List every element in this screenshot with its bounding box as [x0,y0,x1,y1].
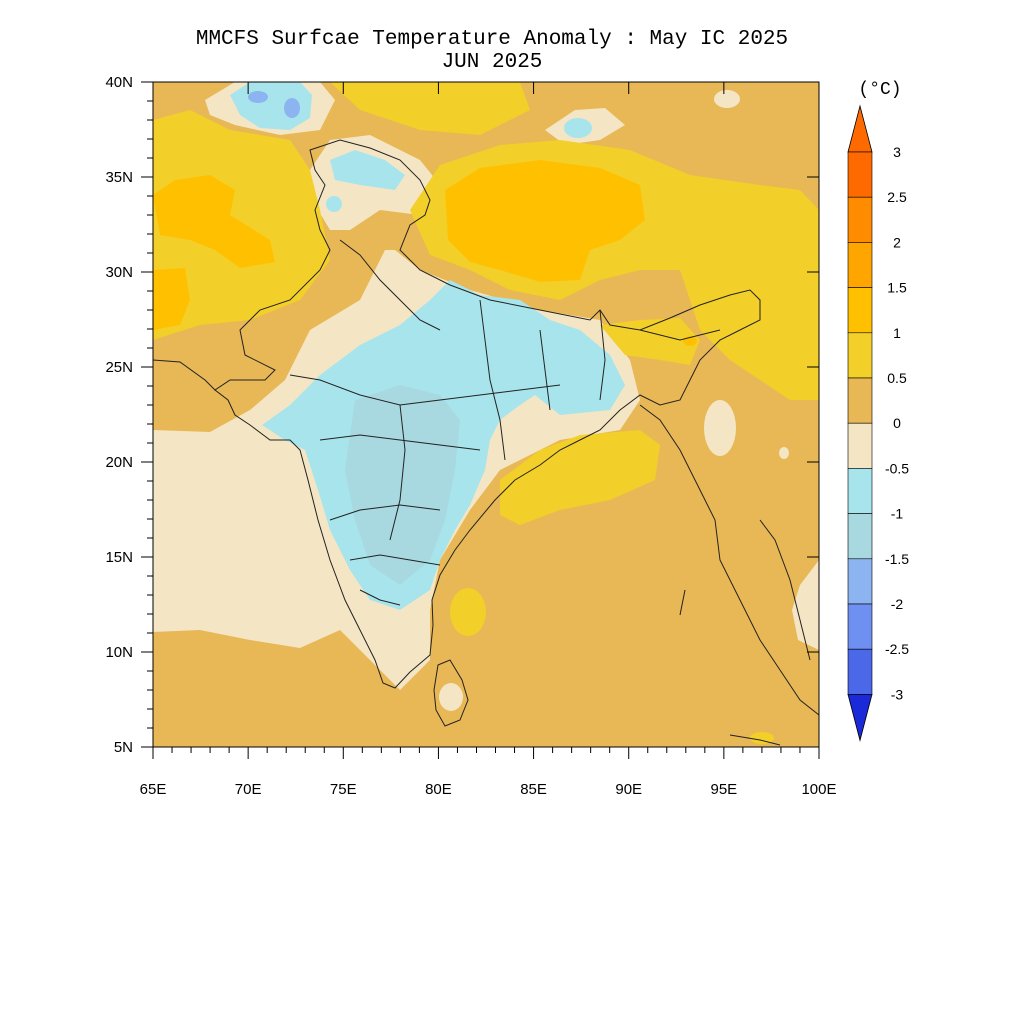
colorbar-swatch [847,377,873,424]
india-state-line [479,299,506,461]
lat-tick-label: 25N [105,359,133,376]
latitude-axis: 40N 35N 30N 25N 20N 15N 10N 5N [105,74,819,756]
anomaly-blob [284,98,300,118]
thailand-line [759,519,811,661]
colorbar-level-label: 0.5 [887,370,907,386]
colorbar-level-label: -0.5 [885,460,909,476]
india-state-line [329,504,441,521]
colorbar-swatch [847,603,873,650]
colorbar-level-label: -3 [891,686,904,702]
lon-tick-label: 90E [615,781,642,798]
colorbar-level-label: 2.5 [887,189,907,205]
lon-tick-label: 80E [425,781,452,798]
lat-tick-label: 20N [105,454,133,471]
colorbar-unit-label: (°C) [858,80,901,100]
colorbar-level-label: 1 [893,325,901,341]
anomaly-region-north-strip [330,82,530,135]
anomaly-region-inner-cool [345,385,460,585]
lat-tick-label: 15N [105,549,133,566]
colorbar: 3 2.5 2 1.5 1 0.5 0 -0.5 -1 -1.5 -2 -2.5 -3 [847,104,909,742]
lat-tick-label: 5N [114,739,133,756]
anomaly-blob [326,196,342,212]
anomaly-blob [779,447,789,459]
map-title: MMCFS Surfcae Temperature Anomaly : May … [195,28,789,51]
lat-tick-label: 30N [105,264,133,281]
anomaly-blob [439,683,463,711]
colorbar-over-triangle [847,104,873,153]
colorbar-swatch [847,468,873,514]
colorbar-level-label: 3 [893,144,901,160]
sumatra-line [729,734,781,746]
india-state-line [339,239,441,331]
colorbar-swatch [847,151,873,198]
colorbar-swatch [847,287,873,334]
colorbar-level-label: -2.5 [885,641,909,657]
lon-tick-label: 70E [235,781,262,798]
lon-tick-label: 95E [711,781,738,798]
boundary-lines [153,139,819,746]
india-state-line [599,309,606,401]
colorbar-swatch [847,648,873,695]
india-state-line [639,329,721,341]
anomaly-region-bay-north [500,430,660,525]
anomaly-region-balochistan [153,268,190,330]
lon-tick-label: 100E [801,781,836,798]
longitude-axis: 65E 70E 75E 80E 85E 90E 95E 100E [140,82,837,798]
india-state-line [389,404,406,541]
colorbar-level-label: -2 [891,596,904,612]
srilanka-outline [433,659,469,727]
india-state-line [539,329,551,411]
map-fill-layers [153,82,819,747]
colorbar-level-label: 2 [893,234,901,250]
andaman-line [679,589,686,616]
anomaly-region-afghanistan [153,175,275,268]
india-outline [214,139,761,689]
lat-tick-label: 35N [105,169,133,186]
myanmar-coast [639,404,819,716]
anomaly-region-assam [600,318,700,365]
colorbar-level-label: -1 [891,506,904,522]
lon-tick-label: 65E [140,781,167,798]
colorbar-swatch [847,242,873,288]
anomaly-blob [704,400,736,456]
anomaly-blob [750,732,774,744]
anomaly-blob [564,118,592,138]
lat-tick-label: 10N [105,644,133,661]
colorbar-swatch [847,558,873,605]
anomaly-region-tibet-core [445,160,645,282]
pakistan-coast [153,359,216,391]
plot-frame [152,81,820,748]
india-state-line [349,554,441,566]
colorbar-swatch [847,513,873,560]
colorbar-level-label: 0 [893,415,901,431]
colorbar-level-label: -1.5 [885,551,909,567]
anomaly-blob [450,588,486,636]
anomaly-blob [248,91,268,103]
colorbar-swatch [847,422,873,469]
lon-tick-label: 85E [520,781,547,798]
india-state-line [289,374,561,406]
colorbar-swatch [847,196,873,243]
anomaly-region-east-edge [792,560,819,650]
colorbar-level-label: 1.5 [887,280,907,296]
india-state-line [359,589,401,606]
anomaly-region-kashmir-cool [330,150,405,190]
india-state-line [319,434,481,451]
map-subtitle: JUN 2025 [441,51,543,74]
lon-tick-label: 75E [330,781,357,798]
colorbar-swatch [847,332,873,379]
colorbar-under-triangle [847,694,873,742]
anomaly-blob [714,90,740,108]
lat-tick-label: 40N [105,74,133,91]
